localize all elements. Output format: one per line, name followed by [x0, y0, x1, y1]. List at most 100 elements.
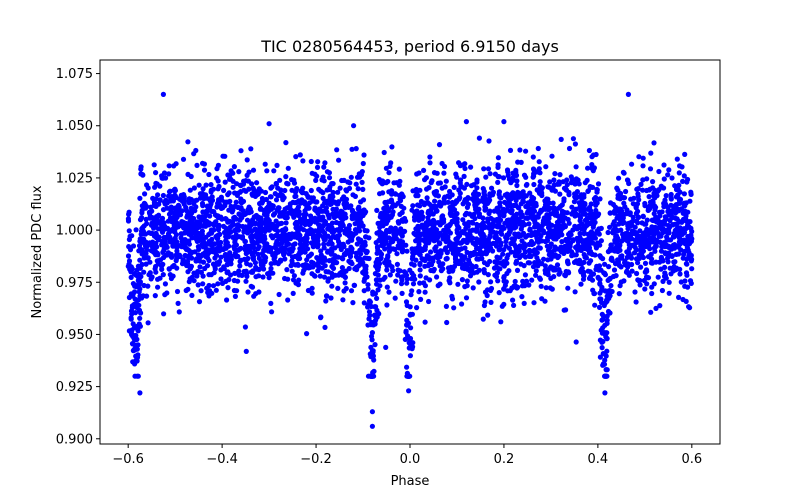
data-point: [532, 224, 538, 230]
data-point: [523, 148, 529, 154]
data-point: [407, 304, 413, 310]
data-point: [155, 192, 161, 198]
data-point: [514, 182, 520, 189]
data-point: [161, 311, 167, 317]
data-point: [392, 295, 398, 301]
data-point: [369, 330, 375, 336]
data-point: [315, 268, 321, 274]
data-point: [374, 207, 380, 213]
data-point: [428, 180, 434, 186]
data-point: [312, 171, 318, 177]
data-point: [447, 188, 453, 195]
data-point: [197, 191, 203, 197]
data-point: [534, 255, 540, 261]
chart-title: TIC 0280564453, period 6.9150 days: [260, 37, 559, 56]
x-tick-label: 0.2: [494, 452, 515, 467]
data-point: [686, 304, 692, 310]
data-point: [360, 160, 366, 167]
data-point: [579, 265, 585, 271]
data-point: [221, 187, 227, 193]
data-point: [270, 235, 276, 241]
data-point: [437, 281, 443, 287]
data-point: [257, 234, 263, 240]
data-point: [237, 182, 243, 188]
data-point: [338, 208, 344, 214]
data-point: [300, 270, 306, 276]
data-point: [431, 203, 437, 209]
data-point: [436, 240, 442, 246]
data-point: [292, 241, 298, 247]
data-point: [501, 301, 507, 307]
data-point: [634, 186, 640, 192]
data-point: [455, 281, 461, 287]
data-point: [389, 264, 395, 270]
data-point: [339, 255, 345, 261]
data-point: [480, 316, 486, 322]
data-point: [587, 204, 593, 211]
data-point: [646, 194, 652, 200]
data-point: [566, 145, 573, 152]
data-point: [204, 263, 211, 269]
data-point: [529, 194, 535, 200]
data-point: [269, 184, 275, 190]
data-point: [422, 177, 428, 183]
data-point: [244, 157, 250, 163]
data-point: [597, 354, 604, 360]
data-point: [551, 274, 557, 280]
data-point: [268, 265, 274, 272]
data-point: [378, 251, 384, 257]
data-point: [327, 193, 333, 199]
data-point: [159, 215, 166, 221]
data-point: [183, 246, 189, 252]
data-point: [602, 261, 608, 267]
data-point: [284, 267, 290, 273]
data-point: [167, 272, 173, 278]
data-point: [237, 246, 243, 252]
data-point: [607, 288, 613, 294]
data-point: [656, 168, 662, 175]
data-point: [284, 242, 290, 248]
data-point: [426, 185, 432, 191]
data-point: [640, 213, 646, 219]
data-point: [144, 243, 150, 249]
data-point: [361, 288, 367, 294]
data-point: [428, 267, 434, 274]
data-point: [440, 261, 446, 267]
data-point: [187, 187, 193, 193]
data-point: [422, 257, 428, 264]
data-point: [391, 231, 397, 237]
data-point: [610, 230, 616, 236]
data-point: [174, 248, 180, 254]
data-point: [634, 270, 640, 277]
data-point: [647, 203, 653, 209]
data-point: [259, 198, 266, 204]
data-point: [245, 224, 251, 231]
data-point: [669, 253, 675, 259]
data-point: [421, 167, 427, 173]
data-point: [135, 263, 141, 269]
data-point: [477, 245, 483, 251]
data-point: [561, 250, 567, 256]
data-point: [393, 278, 399, 284]
data-point: [597, 196, 603, 202]
data-point: [570, 136, 577, 142]
data-point: [383, 344, 389, 350]
data-point: [682, 151, 688, 157]
data-point: [639, 220, 645, 226]
data-point: [306, 205, 312, 211]
data-point: [160, 91, 166, 97]
data-point: [626, 245, 633, 252]
data-point: [146, 272, 152, 278]
data-point: [526, 253, 533, 259]
data-point: [384, 267, 390, 273]
data-point: [493, 230, 500, 236]
data-point: [304, 235, 310, 241]
data-point: [230, 184, 236, 190]
data-point: [538, 283, 544, 289]
data-point: [396, 220, 402, 226]
data-point: [501, 278, 507, 284]
data-point: [273, 180, 279, 187]
data-point: [252, 260, 258, 266]
data-point: [651, 204, 657, 210]
data-point: [543, 164, 549, 170]
